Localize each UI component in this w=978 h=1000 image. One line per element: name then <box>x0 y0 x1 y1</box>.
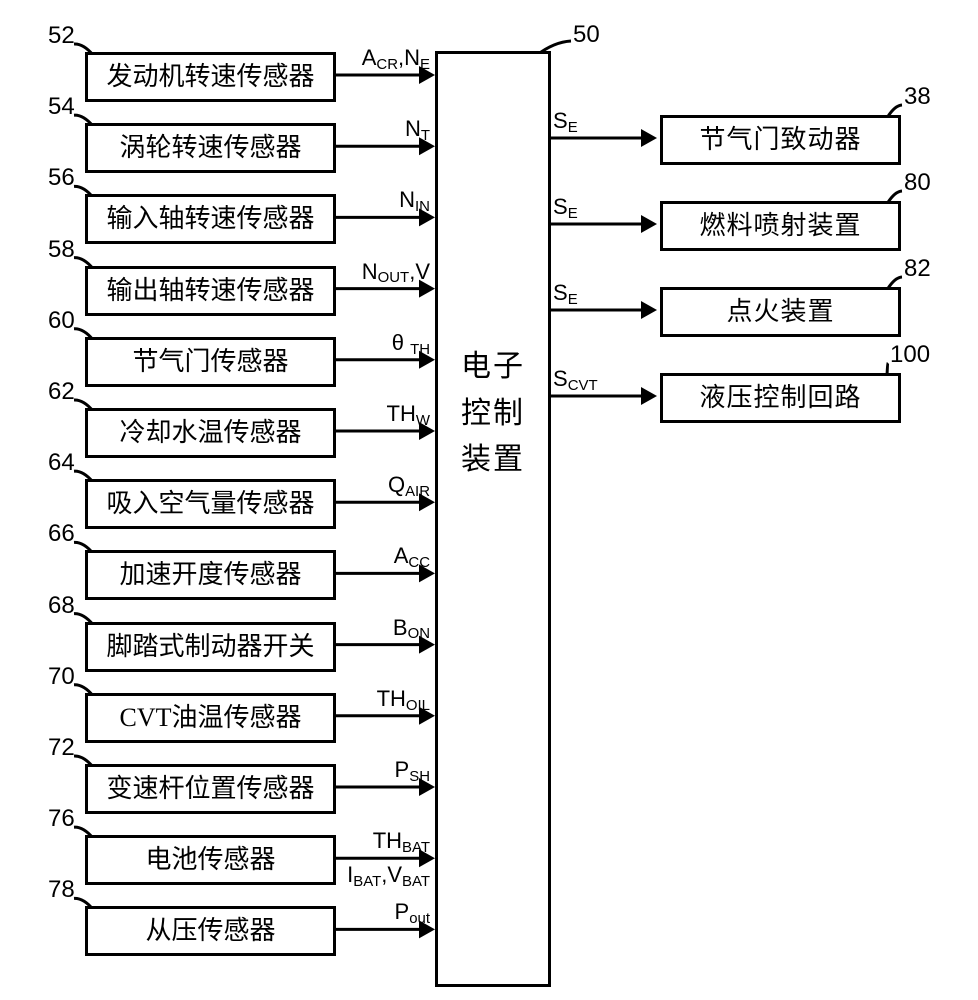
input-ref: 54 <box>48 95 75 119</box>
ecu-ref: 50 <box>573 23 600 47</box>
input-box: 节气门传感器 <box>85 337 336 387</box>
input-ref: 64 <box>48 451 75 475</box>
input-signal: BON <box>393 617 430 639</box>
input-ref: 58 <box>48 238 75 262</box>
input-signal: Pout <box>395 901 430 923</box>
input-box: 变速杆位置传感器 <box>85 764 336 814</box>
output-box: 节气门致动器 <box>660 115 901 165</box>
input-box: 输入轴转速传感器 <box>85 194 336 244</box>
input-signal: THW <box>387 403 430 425</box>
output-ref: 82 <box>904 257 931 281</box>
input-signal-2: IBAT,VBAT <box>347 864 430 886</box>
input-box: 脚踏式制动器开关 <box>85 622 336 672</box>
output-box: 燃料喷射装置 <box>660 201 901 251</box>
output-signal: SE <box>553 196 578 218</box>
input-ref: 60 <box>48 309 75 333</box>
input-ref: 76 <box>48 807 75 831</box>
input-signal: ACC <box>394 545 430 567</box>
input-signal: THBAT <box>373 830 430 852</box>
input-ref: 52 <box>48 24 75 48</box>
input-ref: 78 <box>48 878 75 902</box>
output-signal: SE <box>553 282 578 304</box>
input-signal: θ TH <box>392 332 430 354</box>
input-box: 输出轴转速传感器 <box>85 266 336 316</box>
input-box: 从压传感器 <box>85 906 336 956</box>
input-signal: NOUT,V <box>362 261 430 283</box>
output-box: 点火装置 <box>660 287 901 337</box>
input-ref: 72 <box>48 736 75 760</box>
input-ref: 70 <box>48 665 75 689</box>
ecu-box: 电子控制装置 <box>435 51 551 987</box>
input-box: 加速开度传感器 <box>85 550 336 600</box>
output-signal: SCVT <box>553 368 598 390</box>
input-ref: 56 <box>48 166 75 190</box>
input-signal: PSH <box>395 759 430 781</box>
ecu-label: 电子控制装置 <box>438 344 548 484</box>
output-ref: 100 <box>890 343 930 367</box>
output-signal: SE <box>553 110 578 132</box>
input-box: CVT油温传感器 <box>85 693 336 743</box>
input-box: 吸入空气量传感器 <box>85 479 336 529</box>
input-box: 涡轮转速传感器 <box>85 123 336 173</box>
input-signal: QAIR <box>388 474 430 496</box>
input-signal: ACR,NE <box>362 47 430 69</box>
input-ref: 62 <box>48 380 75 404</box>
input-box: 冷却水温传感器 <box>85 408 336 458</box>
output-box: 液压控制回路 <box>660 373 901 423</box>
input-box: 电池传感器 <box>85 835 336 885</box>
input-ref: 66 <box>48 522 75 546</box>
input-box: 发动机转速传感器 <box>85 52 336 102</box>
input-signal: THOIL <box>377 688 430 710</box>
input-signal: NIN <box>399 189 430 211</box>
output-ref: 38 <box>904 85 931 109</box>
input-ref: 68 <box>48 594 75 618</box>
input-signal: NT <box>405 118 430 140</box>
output-ref: 80 <box>904 171 931 195</box>
